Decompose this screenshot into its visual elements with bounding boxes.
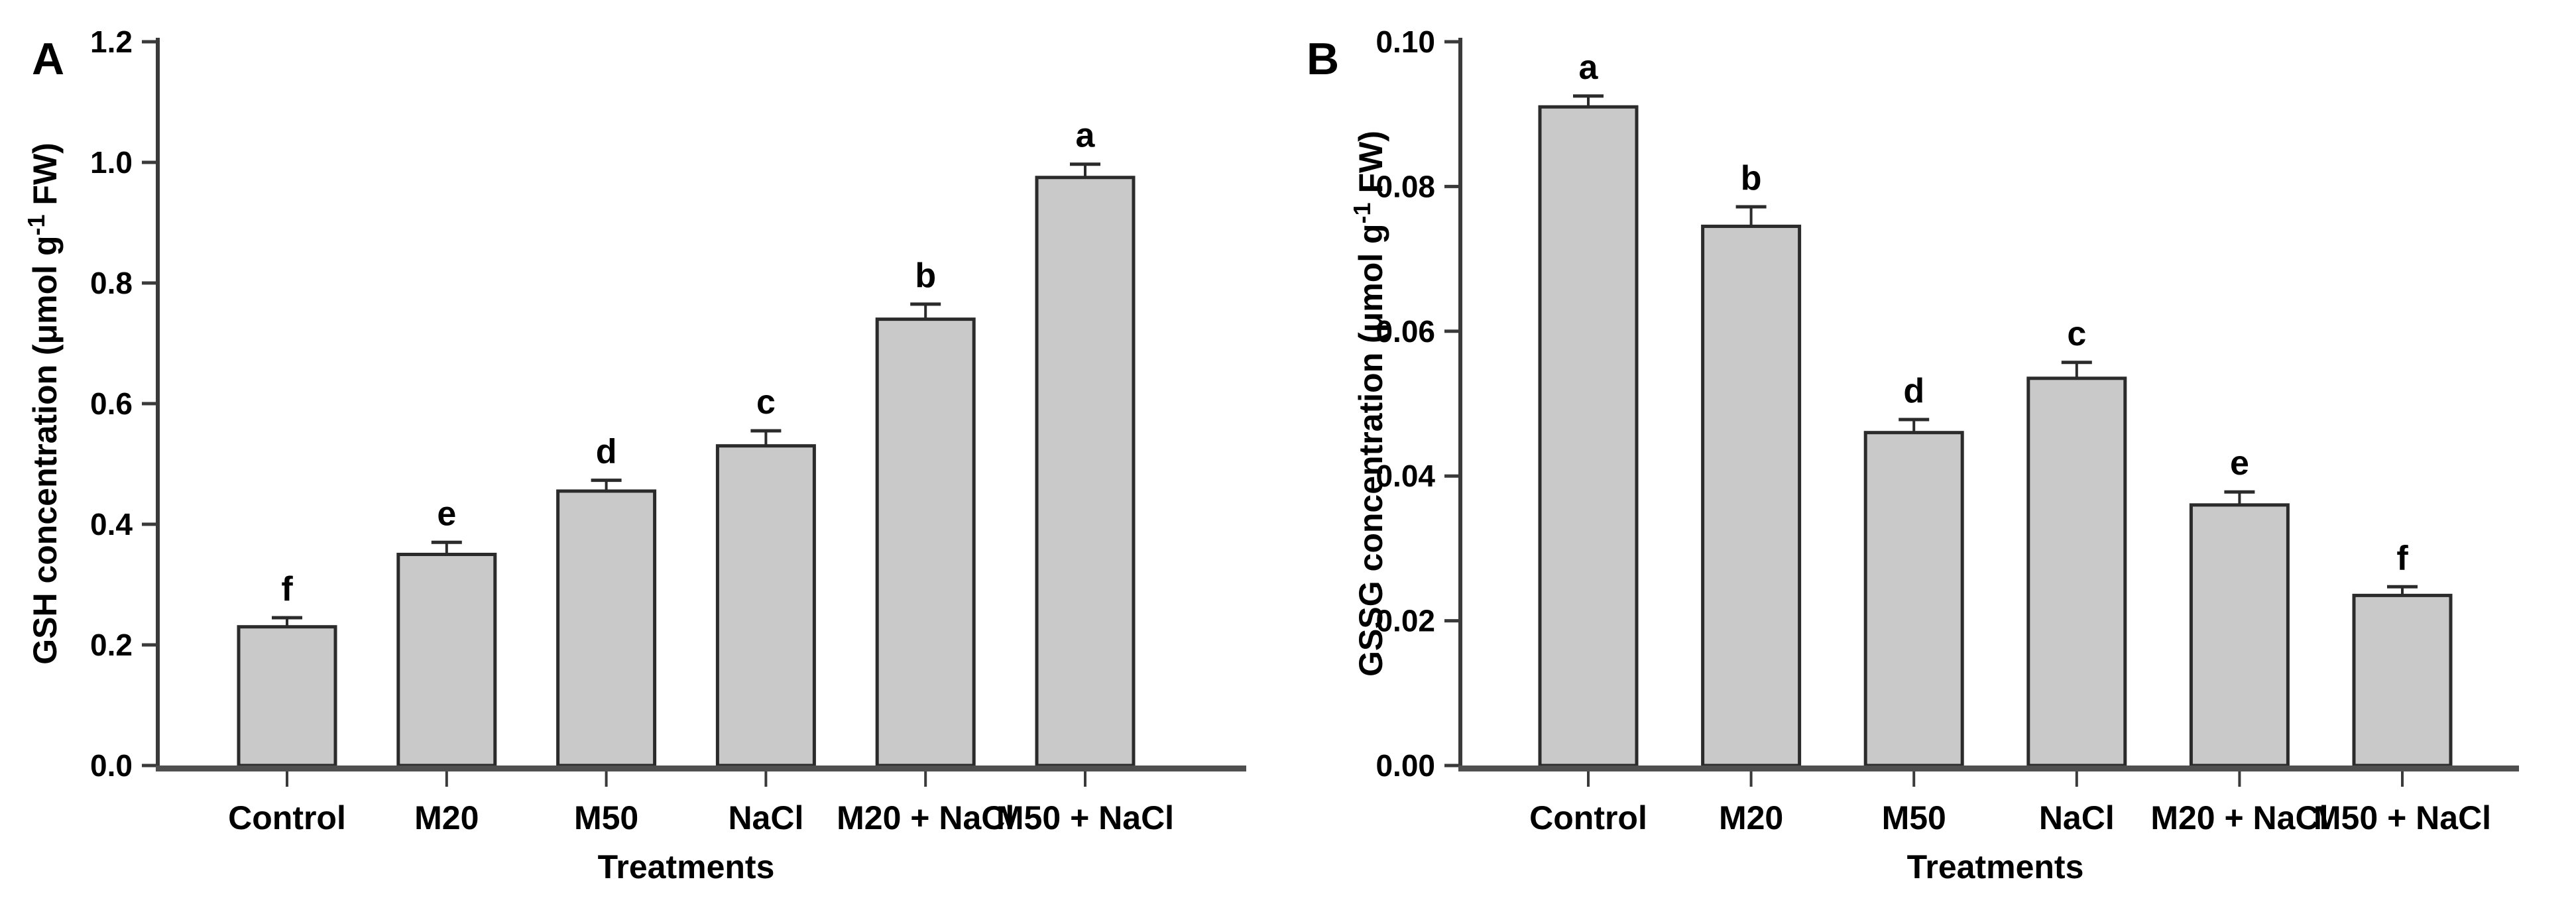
bar: [2026, 376, 2127, 768]
y-tick-label: 0.4: [90, 507, 133, 541]
bar: [1701, 224, 1802, 768]
bar: [237, 625, 337, 768]
significance-letter: b: [1741, 159, 1762, 198]
x-category-label: M50 + NaCl: [2313, 799, 2491, 836]
x-category-label: NaCl: [2039, 799, 2115, 836]
y-tick-label: 0.04: [1376, 459, 1435, 493]
y-tick-label: 0.10: [1376, 25, 1435, 59]
x-axis-title: Treatments: [1907, 848, 2084, 885]
y-axis-title: GSH concentration (μmol g-1 FW): [23, 142, 64, 665]
bar: [396, 553, 497, 768]
x-category-label: M20 + NaCl: [837, 799, 1014, 836]
y-tick-label: 0.00: [1376, 748, 1435, 783]
significance-letter: a: [1579, 48, 1599, 87]
panel-label: A: [32, 34, 64, 84]
y-tick-label: 1.0: [90, 145, 133, 180]
x-category-label: M50: [574, 799, 638, 836]
bar: [875, 317, 976, 768]
x-axis-title: Treatments: [598, 848, 775, 885]
bar: [1538, 105, 1639, 768]
bar: [2352, 593, 2453, 768]
bar: [1863, 431, 1964, 768]
significance-letter: c: [756, 383, 776, 422]
panel-gsh: A 0.0 0.2 0.4 0.6 0.8 1.0 1.2 f Control e M20 d M50 c N…: [23, 25, 1246, 885]
x-category-label: M50 + NaCl: [996, 799, 1174, 836]
y-tick-label: 0.2: [90, 628, 133, 662]
y-tick-label: 0.6: [90, 386, 133, 421]
significance-letter: f: [281, 570, 293, 608]
y-tick-label: 1.2: [90, 25, 133, 59]
x-category-label: M50: [1882, 799, 1946, 836]
significance-letter: f: [2396, 539, 2408, 577]
significance-letter: c: [2067, 315, 2086, 353]
bar: [2189, 503, 2290, 768]
gsh-bar-chart: A 0.0 0.2 0.4 0.6 0.8 1.0 1.2 f Control e M20 d M50 c N…: [23, 25, 1246, 885]
significance-letter: e: [2230, 444, 2249, 483]
bar: [715, 444, 816, 768]
bar: [556, 489, 657, 768]
gssg-bar-chart: B 0.00 0.02 0.04 0.06 0.08 0.10 a Control b M20 d M5…: [1307, 25, 2519, 885]
bar: [1035, 176, 1136, 768]
panel-label: B: [1307, 34, 1339, 84]
x-category-label: Control: [1529, 799, 1647, 836]
x-category-label: M20: [414, 799, 479, 836]
y-axis-title: GSSG concentration (μmol g-1 FW): [1348, 131, 1389, 677]
y-tick-label: 0.02: [1376, 604, 1435, 638]
y-tick-label: 0.0: [90, 748, 133, 783]
panel-gssg: B 0.00 0.02 0.04 0.06 0.08 0.10 a Control b M20 d M5…: [1288, 0, 2576, 910]
significance-letter: d: [1903, 372, 1924, 410]
significance-letter: d: [596, 433, 617, 471]
x-category-label: NaCl: [728, 799, 803, 836]
significance-letter: e: [437, 494, 456, 533]
y-tick-label: 0.8: [90, 266, 133, 300]
significance-letter: a: [1076, 117, 1096, 155]
x-category-label: M20: [1719, 799, 1783, 836]
x-category-label: M20 + NaCl: [2150, 799, 2328, 836]
y-tick-label: 0.06: [1376, 314, 1435, 349]
significance-letter: b: [915, 256, 936, 295]
x-category-label: Control: [228, 799, 346, 836]
y-tick-label: 0.08: [1376, 169, 1435, 203]
